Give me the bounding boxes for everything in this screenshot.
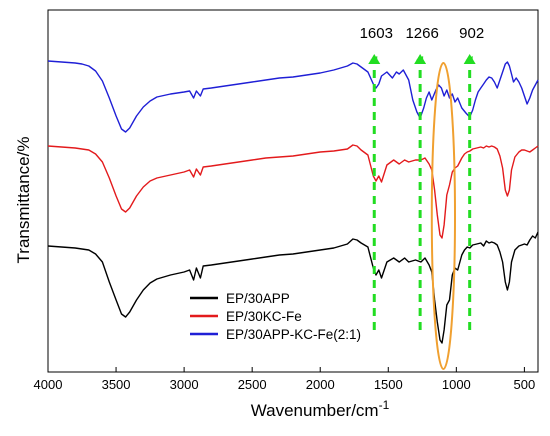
annotation-layer: 1603 1266 902 <box>360 25 484 330</box>
x-tick-label-1000: 1000 <box>442 377 471 392</box>
annotation-arrowhead-1266 <box>414 54 427 64</box>
annotation-label-902: 902 <box>459 25 484 42</box>
x-tick-label-3500: 3500 <box>102 377 131 392</box>
series-line-2 <box>47 144 539 239</box>
plot-frame <box>47 9 539 373</box>
x-tick-label-3000: 3000 <box>170 377 199 392</box>
x-tick-label-500: 500 <box>514 377 536 392</box>
series-layer <box>47 60 539 344</box>
x-tick-label-4000: 4000 <box>34 377 63 392</box>
legend-label-3: EP/30APP-KC-Fe(2:1) <box>226 327 361 342</box>
x-axis-tick-labels: 4000 3500 3000 2500 2000 1500 1000 500 <box>34 377 536 392</box>
x-tick-label-1500: 1500 <box>374 377 403 392</box>
x-axis-ticks <box>47 367 525 372</box>
series-line-3 <box>47 60 539 133</box>
annotation-arrowhead-902 <box>463 54 476 64</box>
legend: EP/30APP EP/30KC-Fe EP/30APP-KC-Fe(2:1) <box>190 291 361 342</box>
x-tick-label-2500: 2500 <box>238 377 267 392</box>
annotation-label-1266: 1266 <box>405 25 438 42</box>
legend-label-2: EP/30KC-Fe <box>226 309 302 324</box>
highlight-ellipse <box>430 62 456 370</box>
annotation-label-1603: 1603 <box>360 25 393 42</box>
x-tick-label-2000: 2000 <box>306 377 335 392</box>
x-axis-label: Wavenumber/cm-1 <box>251 398 390 420</box>
annotation-arrowhead-1603 <box>368 54 381 64</box>
legend-label-1: EP/30APP <box>226 291 290 306</box>
series-line-1 <box>47 231 539 344</box>
x-axis-label-superscript: -1 <box>379 398 390 412</box>
y-axis-label: Transmittance/% <box>14 137 33 264</box>
